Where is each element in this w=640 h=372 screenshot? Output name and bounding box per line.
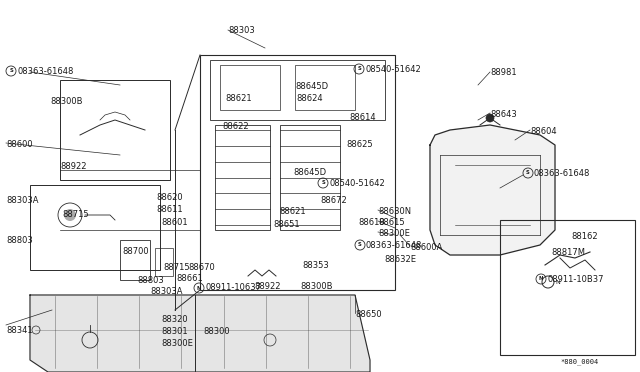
Text: 88353: 88353 xyxy=(302,261,329,270)
Text: 88672: 88672 xyxy=(320,196,347,205)
Text: 88300B: 88300B xyxy=(300,282,333,291)
Text: 08911-10B37: 08911-10B37 xyxy=(547,275,604,283)
Text: 88301: 88301 xyxy=(161,327,188,336)
Bar xyxy=(500,220,635,355)
Bar xyxy=(280,125,340,230)
Text: N: N xyxy=(196,285,201,291)
Text: 88601: 88601 xyxy=(161,218,188,227)
Text: 88817M: 88817M xyxy=(551,248,585,257)
Text: 88303: 88303 xyxy=(228,26,255,35)
Text: 88600: 88600 xyxy=(6,140,33,149)
Text: 88645D: 88645D xyxy=(293,168,326,177)
Bar xyxy=(30,185,160,270)
Text: 88700: 88700 xyxy=(122,247,148,256)
Text: 88630N: 88630N xyxy=(378,207,411,216)
Text: 88632E: 88632E xyxy=(384,255,416,264)
Text: 88981: 88981 xyxy=(490,68,516,77)
Text: 08540-51642: 08540-51642 xyxy=(329,179,385,187)
Polygon shape xyxy=(30,295,370,372)
Text: *880_0004: *880_0004 xyxy=(560,358,598,365)
Text: 88661: 88661 xyxy=(176,274,203,283)
Circle shape xyxy=(486,114,494,122)
Text: 88615: 88615 xyxy=(378,218,404,227)
Bar xyxy=(155,248,173,276)
Text: S: S xyxy=(357,67,361,71)
Text: 88922: 88922 xyxy=(254,282,280,291)
Text: 08363-61648: 08363-61648 xyxy=(366,241,422,250)
Text: N: N xyxy=(555,280,560,285)
Text: 88651: 88651 xyxy=(273,220,300,229)
Text: 88610: 88610 xyxy=(358,218,385,227)
Text: 88614: 88614 xyxy=(349,113,376,122)
Text: 88715: 88715 xyxy=(163,263,189,272)
Text: 88300: 88300 xyxy=(203,327,230,336)
Text: 88303A: 88303A xyxy=(150,287,182,296)
Text: 88645D: 88645D xyxy=(295,82,328,91)
Bar xyxy=(295,65,355,110)
Bar xyxy=(120,240,150,280)
Text: 88624: 88624 xyxy=(296,94,323,103)
Text: 88600A: 88600A xyxy=(410,243,442,252)
Text: 88621: 88621 xyxy=(225,94,252,103)
Text: S: S xyxy=(9,68,13,74)
Text: 88320: 88320 xyxy=(161,315,188,324)
Text: 88162: 88162 xyxy=(571,232,598,241)
Text: 88803: 88803 xyxy=(6,236,33,245)
Text: 88604: 88604 xyxy=(530,127,557,136)
Text: 88621: 88621 xyxy=(279,207,306,216)
Text: 08540-51642: 08540-51642 xyxy=(365,64,420,74)
Text: 88715: 88715 xyxy=(62,210,88,219)
Text: 88341: 88341 xyxy=(6,326,33,335)
Text: 88620: 88620 xyxy=(156,193,182,202)
Text: 88643: 88643 xyxy=(490,110,516,119)
Bar xyxy=(200,55,395,290)
Text: 08363-61648: 08363-61648 xyxy=(17,67,74,76)
Text: 88625: 88625 xyxy=(346,140,372,149)
Text: 08363-61648: 08363-61648 xyxy=(534,169,590,177)
Text: 88300E: 88300E xyxy=(378,229,410,238)
Text: S: S xyxy=(526,170,530,176)
Bar xyxy=(220,65,280,110)
Polygon shape xyxy=(430,125,555,255)
Text: 08911-10637: 08911-10637 xyxy=(205,283,261,292)
Circle shape xyxy=(64,209,76,221)
Bar xyxy=(60,80,170,180)
Text: 88803: 88803 xyxy=(137,276,164,285)
Text: N: N xyxy=(539,276,543,282)
Text: 88622: 88622 xyxy=(222,122,248,131)
Text: 88922: 88922 xyxy=(60,162,86,171)
Text: 88650: 88650 xyxy=(355,310,381,319)
Bar xyxy=(215,125,270,230)
Text: 88300B: 88300B xyxy=(50,97,83,106)
Text: S: S xyxy=(358,243,362,247)
Text: S: S xyxy=(321,180,325,186)
Bar xyxy=(210,60,385,120)
Text: 88670: 88670 xyxy=(188,263,215,272)
Text: 88303A: 88303A xyxy=(6,196,38,205)
Text: 88300E: 88300E xyxy=(161,339,193,348)
Text: 88611: 88611 xyxy=(156,205,182,214)
